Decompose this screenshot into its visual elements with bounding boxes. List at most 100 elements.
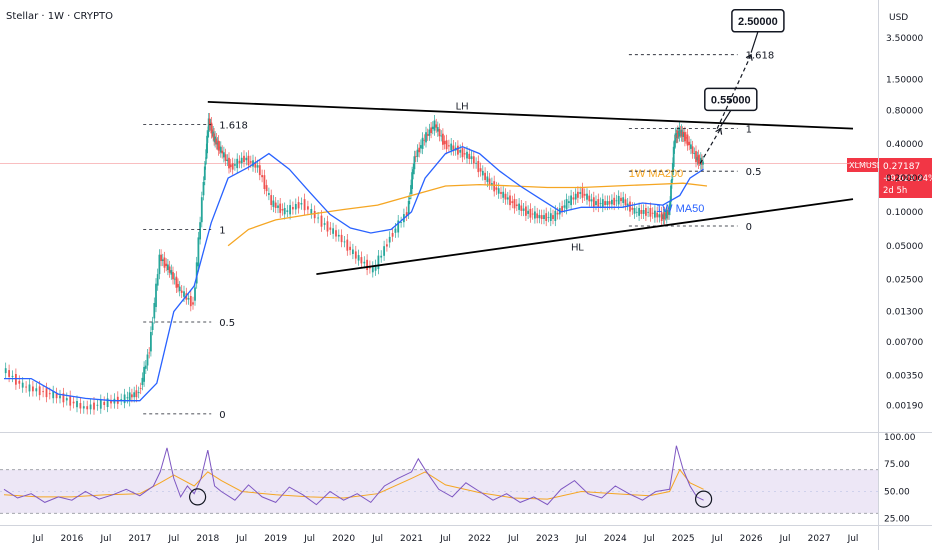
- price-tick-label: 0.05000: [886, 242, 923, 252]
- candle-body: [4, 368, 7, 374]
- price-tick-label: 0.20000: [886, 174, 923, 184]
- candle-body: [303, 199, 306, 211]
- candle-body: [86, 406, 89, 410]
- candle-body: [238, 160, 241, 164]
- candle-body: [448, 145, 450, 147]
- fib-level-label: 1: [746, 125, 752, 136]
- candle-body: [463, 153, 466, 155]
- fib-level-label: 1: [219, 225, 225, 236]
- candle-body: [421, 137, 424, 149]
- time-tick-label: Jul: [847, 534, 859, 544]
- candle-body: [11, 375, 14, 377]
- currency-label[interactable]: USD: [889, 13, 908, 23]
- time-axis[interactable]: Jul 2016 Jul 2017 Jul 2018 Jul 2019 Jul 2020 Jul 20…: [32, 534, 859, 544]
- candle-body: [207, 132, 209, 138]
- candle-body: [268, 193, 270, 195]
- candle-body: [48, 393, 51, 395]
- rsi-layer: [3, 445, 713, 508]
- candle-body: [561, 206, 563, 212]
- rsi-axis[interactable]: 100.00 75.00 50.00 25.00: [884, 433, 916, 525]
- time-tick-label: 2024: [604, 534, 627, 544]
- candle-body: [412, 169, 415, 175]
- candle-body: [175, 276, 178, 288]
- candle-body: [294, 204, 297, 210]
- candle-body: [335, 230, 337, 237]
- candle-body: [626, 203, 629, 206]
- candle-body: [93, 402, 95, 410]
- candle-body: [110, 400, 112, 404]
- candle-body: [527, 210, 529, 214]
- candle-body: [126, 397, 129, 399]
- rsi-tick-label: 25.00: [884, 515, 910, 525]
- candle-body: [213, 133, 215, 141]
- candle-body: [450, 143, 453, 151]
- candle-body: [62, 393, 65, 403]
- candle-body: [76, 401, 78, 408]
- candle-body: [662, 214, 665, 220]
- price-badge-countdown: 2d 5h: [883, 186, 907, 196]
- candle-body: [240, 157, 243, 164]
- candle-body: [283, 208, 286, 215]
- candle-body: [205, 149, 208, 159]
- candle-body: [141, 377, 144, 385]
- candle-body: [488, 178, 491, 185]
- time-tick-label: 2017: [128, 534, 151, 544]
- time-tick-label: Jul: [439, 534, 451, 544]
- candle-body: [697, 155, 700, 164]
- candle-body: [696, 157, 699, 161]
- candle-body: [131, 394, 133, 398]
- candle-body: [671, 179, 673, 184]
- time-tick-label: Jul: [371, 534, 383, 544]
- candle-body: [663, 212, 666, 220]
- price-badge[interactable]: XLMUSD 0.27187 +9,629.24% 2d 5h: [847, 158, 932, 198]
- candle-body: [289, 205, 291, 215]
- higher-low-trendline: [316, 198, 854, 275]
- candle-body: [660, 212, 663, 221]
- candle-body: [320, 215, 323, 227]
- candle-body: [545, 213, 548, 221]
- candle-body: [173, 278, 176, 280]
- candle-body: [231, 163, 234, 170]
- time-tick-label: 2018: [196, 534, 219, 544]
- rsi-tick-label: 100.00: [884, 433, 916, 443]
- candle-body: [146, 354, 149, 366]
- candle-body: [277, 205, 279, 208]
- candle-body: [286, 210, 289, 212]
- candle-body: [148, 352, 151, 354]
- candle-body: [416, 149, 419, 157]
- price-axis[interactable]: 3.50000 1.50000 0.80000 0.40000 0.20000 0.100…: [886, 34, 923, 411]
- candle-body: [491, 183, 493, 185]
- candle-body: [457, 145, 459, 155]
- candle-body: [258, 165, 261, 176]
- candle-body: [581, 188, 584, 198]
- candle-body: [611, 199, 613, 205]
- candle-body: [405, 212, 408, 216]
- candle-body: [552, 215, 554, 219]
- candle-body: [414, 156, 417, 158]
- candle-body: [323, 223, 326, 225]
- candle-body: [163, 257, 166, 268]
- candle-body: [79, 403, 82, 409]
- candle-body: [45, 388, 48, 398]
- candle-body: [307, 206, 309, 210]
- candle-body: [477, 161, 480, 173]
- candle-body: [638, 208, 640, 216]
- candle-body: [522, 208, 525, 211]
- time-tick-label: 2023: [536, 534, 559, 544]
- candle-body: [617, 195, 620, 205]
- time-tick-label: 2019: [264, 534, 287, 544]
- candle-body: [218, 146, 221, 149]
- candle-body: [343, 241, 346, 243]
- candle-body: [194, 287, 196, 301]
- candle-body: [128, 392, 131, 402]
- candle-body: [577, 191, 579, 198]
- arrowhead-icon: [745, 53, 753, 61]
- time-tick-label: Jul: [303, 534, 315, 544]
- candle-body: [513, 199, 516, 209]
- candle-body: [279, 203, 282, 213]
- candle-body: [151, 322, 154, 330]
- candle-body: [620, 197, 622, 202]
- candle-body: [187, 298, 190, 300]
- fib-level-label: 0.5: [746, 167, 762, 178]
